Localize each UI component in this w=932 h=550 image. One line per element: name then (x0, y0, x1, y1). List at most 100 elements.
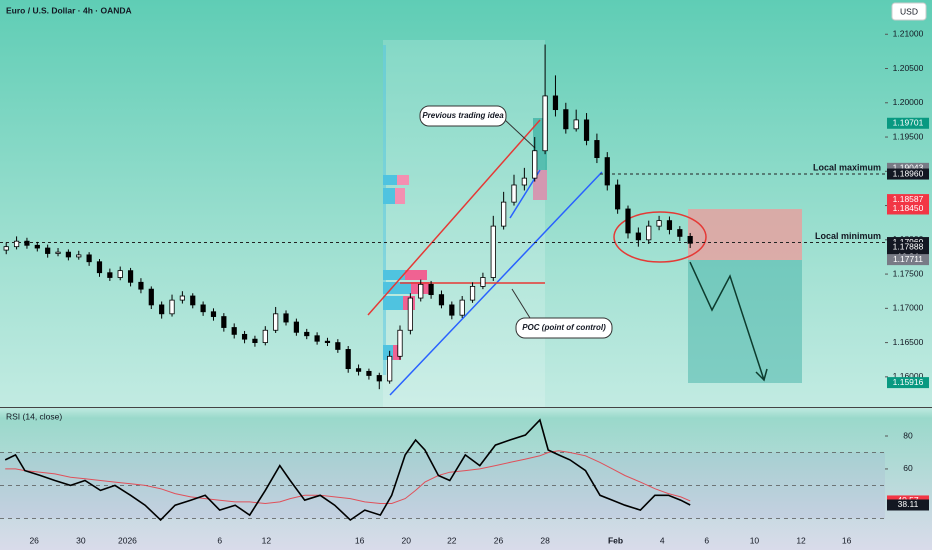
price-label-box (887, 194, 929, 206)
price-label: 1.19701 (893, 118, 924, 128)
callout (515, 317, 613, 339)
candle-body (573, 119, 579, 130)
level-label: Local maximum (813, 162, 881, 172)
price-label: 1.15916 (893, 377, 924, 387)
candle-body (418, 283, 424, 299)
x-tick-label: 16 (842, 535, 852, 545)
candle-body (293, 321, 299, 333)
price-label: 38.11 (898, 499, 919, 509)
price-label-box (887, 117, 929, 129)
candle-body (687, 235, 693, 244)
candle-body (635, 232, 641, 241)
candle-body (107, 272, 113, 278)
candle-body (335, 342, 341, 350)
candle-body (304, 331, 310, 337)
candle-body (24, 240, 30, 246)
candle-body (3, 246, 9, 251)
y-tick-label: 1.16000 (893, 371, 924, 381)
candle-body (127, 270, 134, 283)
candle-body (179, 295, 185, 301)
candle-body (283, 313, 289, 323)
x-tick-label: 6 (217, 535, 222, 545)
profile-bar (383, 188, 395, 204)
price-label-box (887, 168, 929, 180)
candle-body (13, 240, 20, 248)
candle-body (221, 316, 227, 328)
candle-body (480, 277, 486, 287)
x-tick-label: Feb (608, 535, 623, 545)
profile-bar (383, 175, 397, 185)
callout-text: POC (point of control) (522, 323, 606, 332)
candle-body (345, 349, 351, 370)
highlight-ellipse (613, 211, 707, 263)
candle-body (366, 370, 372, 376)
x-tick-label: 12 (796, 535, 806, 545)
price-label-box (887, 499, 929, 511)
y-tick-label: 1.17500 (893, 268, 924, 278)
y-tick-label: 1.20500 (893, 63, 924, 73)
candle-body (511, 184, 517, 203)
candle-body (666, 220, 673, 230)
price-label: 1.17960 (893, 237, 924, 247)
callout-leader (511, 288, 531, 319)
profile-bar (397, 175, 409, 185)
x-tick-label: 10 (750, 535, 760, 545)
candle-body (449, 304, 455, 316)
y-tick-label: 1.17000 (893, 303, 924, 313)
stop-zone (688, 209, 802, 260)
profile-zone (383, 40, 545, 407)
arrow-head (755, 368, 768, 382)
candle-body (459, 299, 465, 316)
profile-bar (405, 270, 427, 280)
candle-body (55, 251, 61, 254)
candle-body (552, 95, 559, 111)
price-label: 1.17711 (893, 254, 923, 264)
candle-body (563, 109, 569, 130)
profile-bar (383, 270, 405, 280)
rsi-line (5, 450, 691, 505)
candle-body (583, 119, 590, 141)
candle-body (45, 247, 51, 254)
x-tick-label: 12 (262, 535, 272, 545)
chart-title: Euro / U.S. Dollar · 4h · OANDA (6, 5, 132, 15)
profile-bar (393, 345, 401, 360)
candle-body (200, 304, 206, 313)
candle-body (387, 355, 393, 382)
candle-body (397, 329, 403, 357)
candle-body (148, 288, 154, 306)
candle-body (190, 295, 196, 306)
candle-body (625, 208, 631, 234)
profile-bar (383, 345, 393, 360)
y-tick-label: 1.20000 (893, 97, 924, 107)
y-tick-label: 80 (903, 430, 913, 440)
candle-body (210, 311, 217, 317)
candle-body (376, 375, 382, 382)
x-tick-label: 26 (29, 535, 39, 545)
price-label: 1.17888 (893, 242, 924, 252)
currency[interactable]: USD (900, 6, 918, 16)
x-tick-label: 26 (494, 535, 504, 545)
callout-text: Previous trading idea (422, 111, 504, 120)
candle-body (677, 229, 683, 237)
candle-body (438, 294, 445, 306)
currency-button[interactable] (891, 2, 927, 21)
candle-body (501, 201, 507, 227)
candle-body (159, 304, 165, 315)
price-label: 1.18587 (893, 194, 924, 204)
candle-body (324, 340, 331, 343)
forecast-arrow (689, 261, 765, 381)
callout (419, 105, 507, 127)
candle-body (76, 254, 82, 258)
callout-leader (504, 119, 536, 149)
x-tick-label: 30 (76, 535, 86, 545)
candle-body (407, 297, 413, 331)
price-label: 1.18960 (893, 168, 924, 178)
profile-bar (383, 296, 403, 310)
candle-body (273, 313, 279, 331)
x-tick-label: 16 (355, 535, 365, 545)
candle-body (490, 225, 496, 278)
x-tick-label: 20 (401, 535, 411, 545)
candle-body (65, 251, 71, 258)
rsi-line (4, 418, 691, 522)
